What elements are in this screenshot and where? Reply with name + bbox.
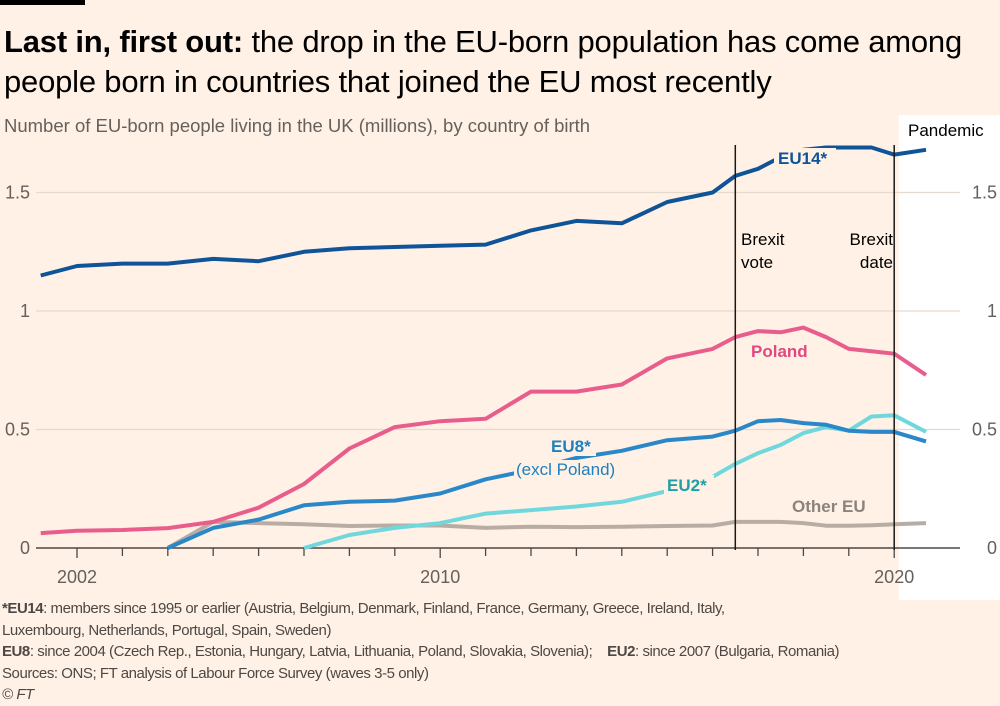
y-tick-label-right: 0.5	[972, 420, 997, 440]
y-tick-label-left: 0.5	[5, 420, 30, 440]
footnote-eu8-eu2: EU8: since 2004 (Czech Rep., Estonia, Hu…	[2, 643, 840, 660]
pandemic-label: Pandemic	[908, 121, 984, 140]
y-tick-label-right: 1	[987, 301, 997, 321]
series-line-other-eu	[166, 519, 927, 550]
ft-top-bar	[0, 0, 85, 5]
x-tick-label: 2010	[420, 567, 460, 587]
brexit-date-label-1: Brexit	[850, 230, 894, 249]
y-tick-label-left: 1.5	[5, 183, 30, 203]
series-line-poland	[40, 325, 928, 536]
footnote-eu14-cont: Luxembourg, Netherlands, Portugal, Spain…	[2, 621, 331, 639]
label-knockout	[774, 148, 836, 170]
x-tick-label: 2020	[874, 567, 914, 587]
series-label-eu2: EU2*	[667, 476, 707, 495]
chart-subtitle: Number of EU-born people living in the U…	[4, 115, 591, 136]
footnote-sources: Sources: ONS; FT analysis of Labour Forc…	[2, 664, 429, 682]
footnote-eu14: *EU14: members since 1995 or earlier (Au…	[2, 600, 725, 617]
copyright: © FT	[2, 686, 34, 703]
series-label-other-eu: Other EU	[792, 497, 866, 516]
label-knockout	[514, 460, 634, 480]
chart-title: Last in, first out: the drop in the EU-b…	[4, 22, 999, 102]
y-tick-label-right: 0	[987, 538, 997, 558]
brexit-vote-label-2: vote	[741, 253, 773, 272]
footnotes: *EU14: members since 1995 or earlier (Au…	[2, 598, 840, 706]
y-tick-label-left: 0	[20, 538, 30, 558]
series-line-eu14	[40, 145, 927, 278]
label-knockout	[664, 475, 714, 495]
y-tick-label-right: 1.5	[972, 183, 997, 203]
title-bold: Last in, first out:	[4, 24, 244, 59]
series-label-eu8-note: (excl Poland)	[516, 460, 615, 479]
x-tick-label: 2002	[57, 567, 97, 587]
series-label-eu14: EU14*	[778, 149, 828, 168]
series-label-poland: Poland	[751, 342, 808, 361]
series-label-eu8: EU8*	[551, 437, 591, 456]
brexit-date-label-2: date	[860, 253, 893, 272]
pandemic-shaded-region	[898, 115, 1000, 600]
y-tick-label-left: 1	[20, 301, 30, 321]
title-rest: the drop in the EU-born population has c…	[4, 24, 962, 99]
brexit-vote-label-1: Brexit	[741, 230, 785, 249]
series-line-eu8	[166, 418, 927, 550]
label-knockout	[548, 436, 596, 456]
